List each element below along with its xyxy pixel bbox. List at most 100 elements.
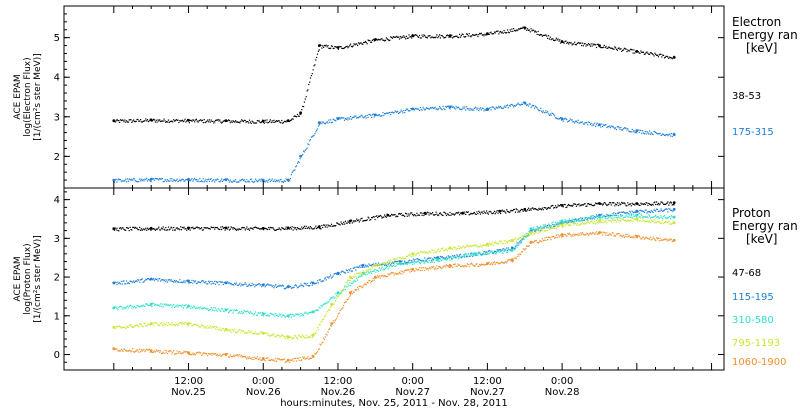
trace-point (407, 269, 409, 271)
trace-point (493, 210, 496, 212)
trace-point (451, 259, 453, 261)
trace-point (179, 304, 181, 306)
trace-point (275, 179, 278, 181)
trace-point (570, 235, 572, 237)
trace-point (491, 262, 493, 264)
trace-point (135, 307, 137, 309)
trace-point (203, 119, 205, 121)
trace-point (587, 219, 589, 221)
trace-point (559, 235, 561, 237)
trace-point (618, 47, 620, 49)
trace-point (356, 266, 358, 268)
trace-point (208, 327, 210, 329)
trace-point (662, 218, 664, 220)
trace-point (275, 284, 277, 286)
trace-point (238, 284, 240, 286)
trace-point (406, 263, 408, 266)
trace-point (583, 234, 585, 236)
trace-point (157, 325, 159, 327)
trace-point (412, 258, 414, 260)
trace-point (212, 352, 214, 354)
trace-point (193, 305, 195, 307)
trace-point (255, 122, 258, 124)
trace-point (172, 229, 174, 231)
trace-point (527, 235, 530, 237)
trace-point (524, 233, 526, 235)
trace-point (352, 267, 354, 269)
trace-point (591, 218, 593, 220)
trace-point (547, 236, 550, 238)
trace-point (216, 226, 218, 228)
trace-point (187, 228, 190, 230)
trace-point (506, 260, 509, 262)
trace-point (579, 205, 581, 207)
trace-point (140, 180, 142, 182)
trace-point (235, 121, 237, 123)
trace-point (652, 216, 654, 218)
trace-point (212, 309, 214, 311)
trace-point (648, 221, 650, 223)
trace-point (664, 216, 666, 218)
trace-point (122, 227, 124, 229)
trace-point (218, 284, 220, 286)
x-tick-time-label: 0:00 (551, 376, 573, 387)
trace-point (474, 213, 476, 215)
trace-point (534, 208, 536, 210)
trace-point (631, 236, 633, 238)
trace-point (201, 308, 203, 310)
trace-point (623, 202, 625, 204)
trace-point (348, 279, 350, 281)
trace-point (244, 310, 246, 313)
trace-point (565, 118, 567, 120)
trace-point (623, 236, 625, 238)
trace-point (451, 257, 453, 259)
trace-point (245, 283, 247, 285)
trace-point (610, 204, 612, 206)
trace-point (536, 229, 538, 231)
trace-point (596, 122, 598, 124)
trace-point (480, 254, 482, 256)
trace-point (648, 53, 650, 55)
trace-point (510, 104, 512, 106)
trace-point (165, 227, 167, 229)
trace-point (537, 30, 539, 33)
trace-point (225, 353, 227, 355)
trace-point (606, 204, 608, 207)
trace-point (119, 283, 122, 285)
trace-point (320, 344, 322, 346)
trace-point (146, 348, 149, 351)
trace-point (140, 279, 142, 281)
trace-point (161, 120, 163, 122)
trace-point (644, 237, 646, 239)
trace-point (215, 309, 217, 311)
trace-point (498, 33, 500, 35)
trace-point (298, 228, 300, 230)
trace-point (342, 289, 344, 291)
trace-point (205, 227, 207, 229)
trace-point (140, 351, 142, 353)
trace-point (113, 120, 115, 122)
trace-point (322, 121, 324, 123)
trace-point (187, 282, 190, 284)
trace-point (184, 321, 186, 324)
trace-point (410, 262, 412, 264)
trace-point (452, 255, 454, 257)
trace-point (399, 213, 401, 215)
trace-point (340, 292, 342, 294)
trace-point (159, 278, 161, 280)
trace-point (323, 315, 326, 317)
trace-point (470, 212, 472, 214)
trace-point (136, 305, 138, 307)
trace-point (264, 332, 266, 334)
trace-point (375, 263, 377, 266)
trace-point (587, 233, 589, 235)
trace-point (561, 223, 563, 225)
trace-point (607, 126, 609, 128)
trace-point (270, 284, 272, 286)
trace-point (649, 211, 651, 213)
trace-point (513, 240, 515, 242)
trace-point (216, 326, 218, 328)
trace-point (529, 208, 531, 210)
trace-point (625, 212, 627, 214)
trace-point (288, 180, 290, 182)
